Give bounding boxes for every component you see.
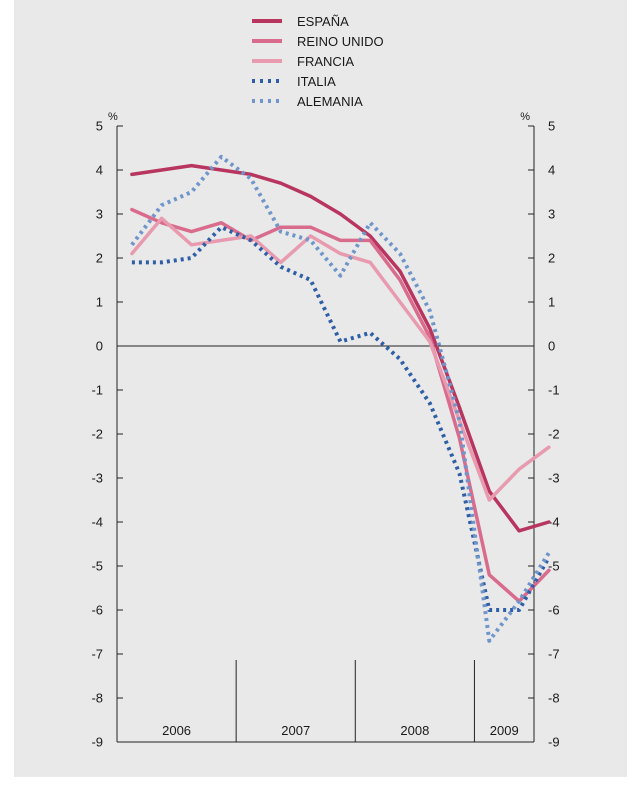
y-tick-label-left: 1 <box>96 295 103 310</box>
series-line-5 <box>130 154 551 643</box>
y-tick-label-left: 4 <box>96 163 103 178</box>
y-unit-label-left: % <box>108 111 118 123</box>
y-tick-label-left: -2 <box>91 427 103 442</box>
legend-label-1: ESPAÑA <box>297 14 349 29</box>
y-tick-label-right: -6 <box>548 603 560 618</box>
y-tick-label-right: -1 <box>548 383 560 398</box>
series-line-4 <box>131 225 551 612</box>
legend-label-4: ITALIA <box>297 74 336 89</box>
x-tick-label-year: 2008 <box>400 723 429 738</box>
y-tick-label-left: -6 <box>91 603 103 618</box>
y-tick-label-right: -5 <box>548 559 560 574</box>
chart-legend: ESPAÑA REINO UNIDO FRANCIA ITALIA ALEMANIA <box>252 14 384 109</box>
y-tick-label-right: 2 <box>548 251 555 266</box>
x-tick-label-year: 2009 <box>490 723 519 738</box>
x-tick-label-year: 2006 <box>162 723 191 738</box>
y-tick-label-left: -1 <box>91 383 103 398</box>
y-tick-label-left: -4 <box>91 515 103 530</box>
y-tick-label-left: -7 <box>91 647 103 662</box>
y-tick-label-left: -9 <box>91 735 103 750</box>
series-line-3 <box>130 216 551 502</box>
y-tick-label-right: -2 <box>548 427 560 442</box>
legend-label-5: ALEMANIA <box>297 94 363 109</box>
y-tick-label-right: 5 <box>548 119 555 134</box>
y-tick-label-left: -5 <box>91 559 103 574</box>
y-tick-label-right: 0 <box>548 339 555 354</box>
chart-series-layer <box>130 154 551 643</box>
series-line-1 <box>130 163 551 533</box>
y-tick-label-left: -8 <box>91 691 103 706</box>
line-chart: ESPAÑA REINO UNIDO FRANCIA ITALIA ALEMANIA 5… <box>91 14 559 750</box>
y-tick-label-right: -8 <box>548 691 560 706</box>
y-unit-label-right: % <box>520 111 530 123</box>
y-tick-label-left: 0 <box>96 339 103 354</box>
legend-label-2: REINO UNIDO <box>297 34 384 49</box>
legend-label-3: FRANCIA <box>297 54 354 69</box>
y-tick-label-left: 5 <box>96 119 103 134</box>
y-tick-label-right: 3 <box>548 207 555 222</box>
y-tick-label-right: 4 <box>548 163 555 178</box>
y-tick-label-left: 3 <box>96 207 103 222</box>
series-line-2 <box>130 207 551 603</box>
chart-axes: 5 5 4 4 3 3 2 2 1 1 0 0 -1 -1 -2 -2 -3 -3 -4 -4 -5 -5 -6 -6 -7 -7… <box>91 111 559 750</box>
y-tick-label-right: -7 <box>548 647 560 662</box>
y-tick-label-left: -3 <box>91 471 103 486</box>
chart-panel: ESPAÑA REINO UNIDO FRANCIA ITALIA ALEMANIA 5… <box>14 0 627 777</box>
y-tick-label-right: -3 <box>548 471 560 486</box>
y-tick-label-right: 1 <box>548 295 555 310</box>
y-tick-label-right: -9 <box>548 735 560 750</box>
y-tick-label-left: 2 <box>96 251 103 266</box>
x-tick-label-year: 2007 <box>281 723 310 738</box>
y-tick-label-right: -4 <box>548 515 560 530</box>
